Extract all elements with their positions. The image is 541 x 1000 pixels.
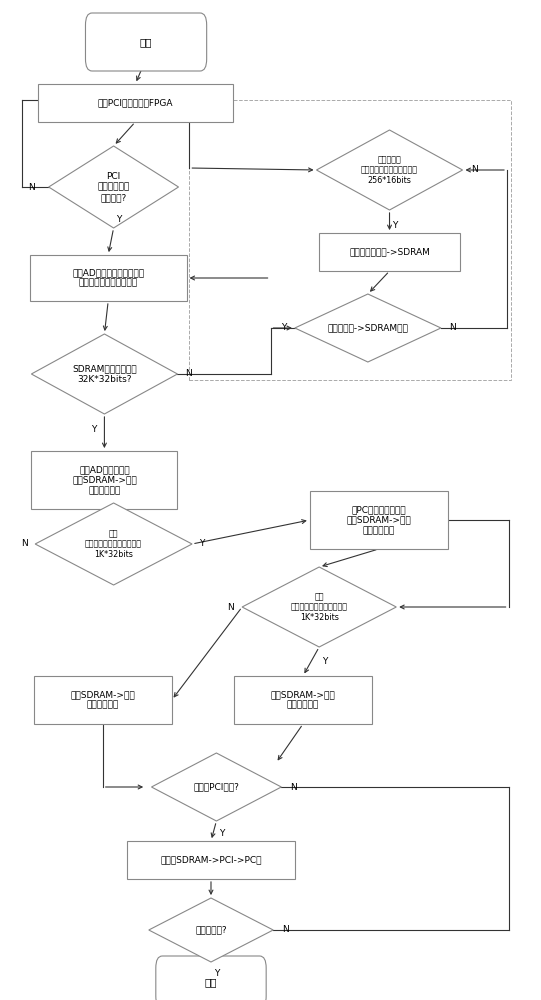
Text: PCI
接口芯片收到
启动命令?: PCI 接口芯片收到 启动命令? xyxy=(97,172,130,202)
Bar xyxy=(30,255,187,301)
Text: 第一、第二
双时钟缓冲器存储深度大于
256*16bits: 第一、第二 双时钟缓冲器存储深度大于 256*16bits xyxy=(361,155,418,185)
Polygon shape xyxy=(49,146,179,228)
Polygon shape xyxy=(242,567,396,647)
Text: 停止SDRAM->第三
双时钟缓冲器: 停止SDRAM->第三 双时钟缓冲器 xyxy=(270,690,335,710)
Text: N: N xyxy=(282,926,288,934)
Polygon shape xyxy=(31,334,177,414)
Polygon shape xyxy=(316,130,463,210)
Bar xyxy=(309,491,448,549)
Text: 启动AD数据采集，数据暂存
第一、第二双时钟缓冲器: 启动AD数据采集，数据暂存 第一、第二双时钟缓冲器 xyxy=(72,268,144,288)
Text: Y: Y xyxy=(219,828,225,838)
Text: N: N xyxy=(21,540,28,548)
Bar xyxy=(319,233,460,271)
Bar xyxy=(234,676,372,724)
Polygon shape xyxy=(35,503,192,585)
FancyBboxPatch shape xyxy=(85,13,207,71)
Text: Y: Y xyxy=(199,540,204,548)
Text: Y: Y xyxy=(322,658,327,666)
Text: 向PC机发中断信号，
停止SDRAM->第三
双时钟缓冲器: 向PC机发中断信号， 停止SDRAM->第三 双时钟缓冲器 xyxy=(346,505,411,535)
Text: 收到读PCI命令?: 收到读PCI命令? xyxy=(194,782,239,792)
Polygon shape xyxy=(151,753,281,821)
Text: N: N xyxy=(185,369,192,378)
Polygon shape xyxy=(149,898,273,962)
Text: 停止: 停止 xyxy=(204,977,217,987)
Text: Y: Y xyxy=(392,221,398,230)
Text: 第三
双时钟缓冲器存储深度大于
1K*32bits: 第三 双时钟缓冲器存储深度大于 1K*32bits xyxy=(291,592,348,622)
Bar xyxy=(34,676,172,724)
Text: 启动读SDRAM->PCI->PC机: 启动读SDRAM->PCI->PC机 xyxy=(160,856,262,864)
Text: N: N xyxy=(227,602,234,611)
Text: 开始: 开始 xyxy=(140,37,153,47)
Text: Y: Y xyxy=(214,970,219,978)
Text: 复位PCI接口芯片和FPGA: 复位PCI接口芯片和FPGA xyxy=(97,99,173,107)
Polygon shape xyxy=(295,294,441,362)
Text: Y: Y xyxy=(91,424,96,434)
Text: N: N xyxy=(28,182,35,192)
Text: 启动缓冲器数据->SDRAM: 启动缓冲器数据->SDRAM xyxy=(349,247,430,256)
Text: 启动SDRAM->第三
双时钟缓冲器: 启动SDRAM->第三 双时钟缓冲器 xyxy=(70,690,135,710)
Text: 缓冲器数据->SDRAM结束: 缓冲器数据->SDRAM结束 xyxy=(327,324,408,332)
Text: SDRAM存储深度达到
32K*32bits?: SDRAM存储深度达到 32K*32bits? xyxy=(72,364,137,384)
Bar xyxy=(127,841,295,879)
Bar xyxy=(31,451,177,509)
Text: N: N xyxy=(450,324,456,332)
Text: 数据读完否?: 数据读完否? xyxy=(195,926,227,934)
Text: Y: Y xyxy=(281,324,287,332)
Bar xyxy=(189,100,511,380)
Text: N: N xyxy=(471,165,478,174)
Text: 第三
双时钟缓冲器存储深度大于
1K*32bits: 第三 双时钟缓冲器存储深度大于 1K*32bits xyxy=(85,529,142,559)
FancyBboxPatch shape xyxy=(156,956,266,1000)
Text: 停止AD数据采集，
启动SDRAM->第三
双时钟缓冲器: 停止AD数据采集， 启动SDRAM->第三 双时钟缓冲器 xyxy=(72,465,137,495)
Bar xyxy=(38,84,233,122)
Text: Y: Y xyxy=(116,215,122,224)
Text: N: N xyxy=(290,782,296,792)
